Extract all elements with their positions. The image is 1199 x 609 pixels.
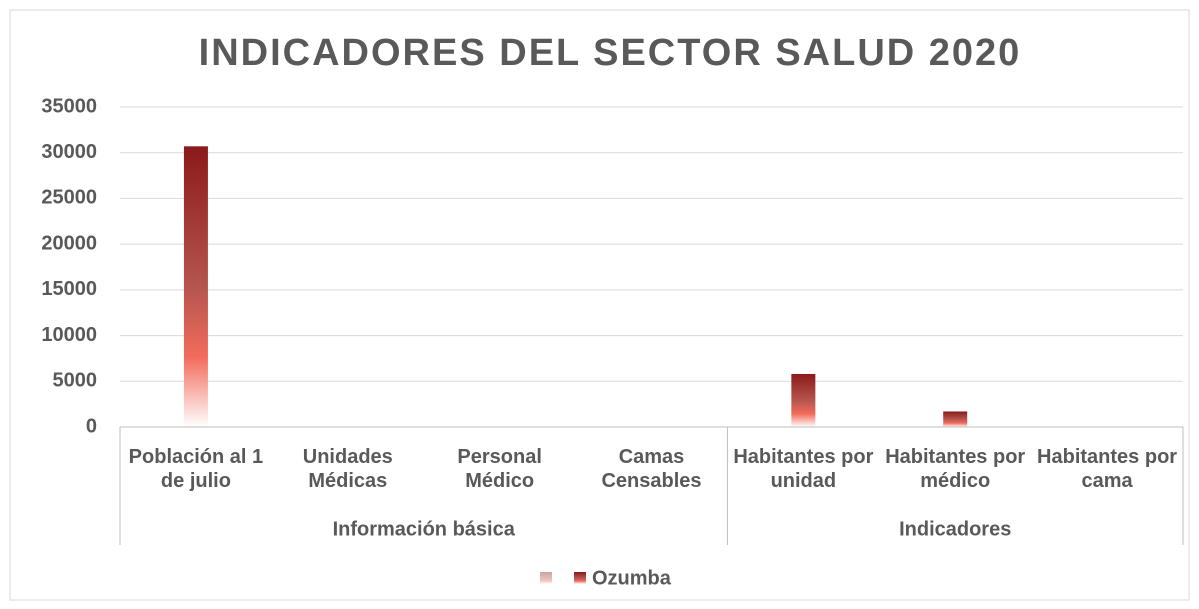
y-tick-label: 35000 [41,95,97,117]
y-tick-label: 30000 [41,141,97,163]
group-label: Información básica [333,518,516,540]
y-tick-label: 0 [86,415,97,437]
legend-label: Ozumba [592,567,672,589]
x-tick-label: Población al 1 de julio [128,446,264,492]
chart-border [9,9,1190,601]
bar [943,411,968,427]
bar [791,373,816,427]
legend-swatch [574,572,586,584]
y-tick-label: 25000 [41,187,97,209]
x-tick-label: Unidades Médicas [302,446,393,492]
bar [183,146,208,428]
x-tick-label: Habitantes por médico [885,446,1026,492]
chart-title: INDICADORES DEL SECTOR SALUD 2020 [199,32,1022,74]
y-tick-label: 15000 [41,278,97,300]
x-tick-label: Habitantes por cama [1037,446,1178,492]
y-tick-label: 20000 [41,232,97,254]
legend-swatch [540,572,552,584]
y-tick-label: 10000 [41,324,97,346]
x-tick-label: Camas Censables [601,446,702,492]
group-label: Indicadores [899,518,1011,540]
x-tick-label: Habitantes por unidad [733,446,874,492]
x-tick-label: Personal Médico [457,446,542,492]
y-tick-label: 5000 [53,370,98,392]
